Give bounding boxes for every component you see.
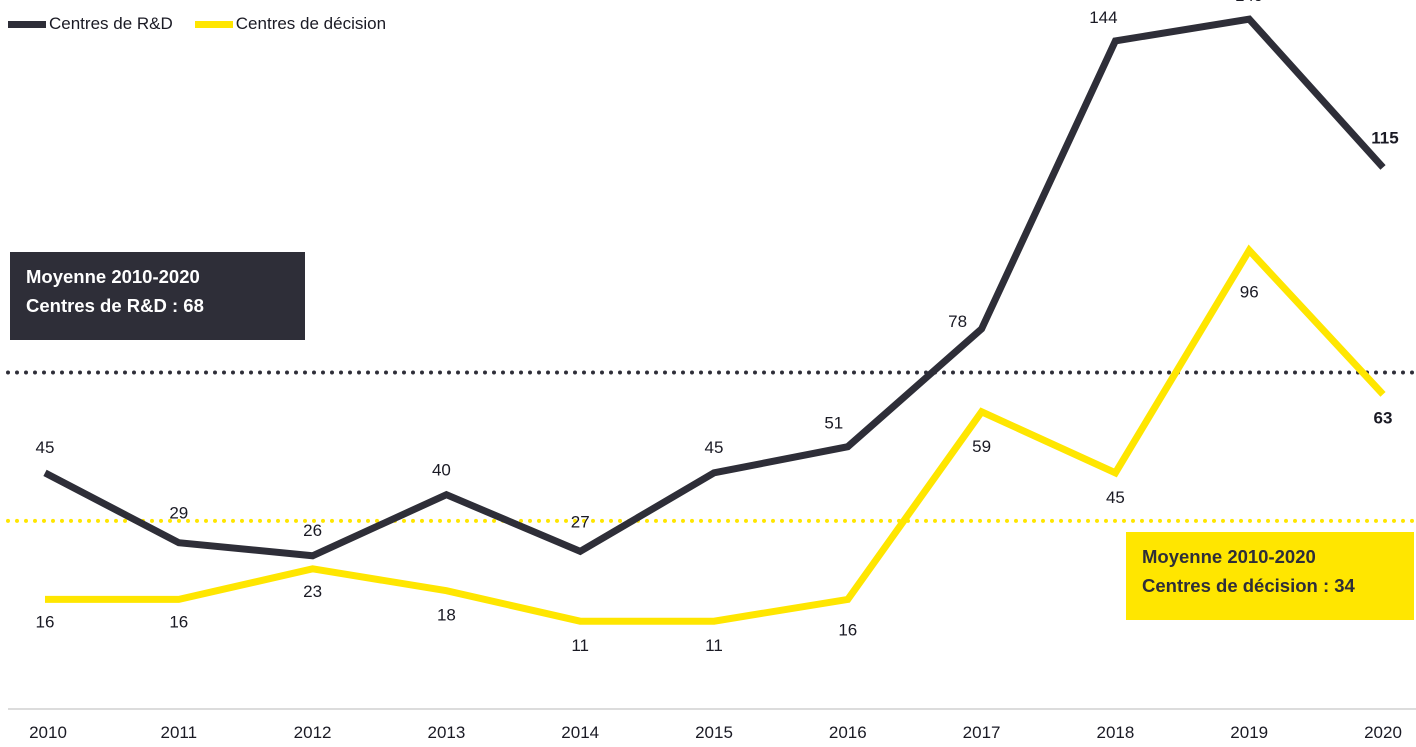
data-label-dec-2017: 59: [972, 437, 991, 456]
x-tick-2013: 2013: [427, 723, 465, 742]
average-rd-value: Centres de R&D : 68: [26, 295, 204, 316]
data-labels: 45 29 26 40 27 45 51 78 144 149 115 16 16 23 18 11 11 16 5…: [36, 0, 1399, 655]
series-line-dec: [45, 244, 1386, 625]
data-label-dec-2018: 45: [1106, 488, 1125, 507]
x-tick-2012: 2012: [294, 723, 332, 742]
series-line-rd: [43, 15, 1386, 560]
data-label-dec-2016: 16: [838, 620, 857, 639]
series-lines: [43, 15, 1386, 625]
x-tick-2016: 2016: [829, 723, 867, 742]
data-label-rd-2012: 26: [303, 521, 322, 540]
x-tick-2020: 2020: [1364, 723, 1402, 742]
legend-item-rd: Centres de R&D: [8, 14, 173, 34]
legend-label-dec: Centres de décision: [235, 14, 387, 33]
legend-swatch-rd: [8, 20, 46, 28]
data-label-rd-2014: 27: [571, 512, 590, 531]
data-label-rd-2016: 51: [824, 414, 843, 433]
data-label-dec-2012: 23: [303, 582, 322, 601]
data-label-rd-2019: 149: [1235, 0, 1263, 5]
legend-swatch-dec: [194, 20, 233, 28]
data-label-dec-2011: 16: [169, 612, 188, 631]
average-dec-box: Moyenne 2010-2020 Centres de décision : …: [1126, 532, 1414, 620]
average-dec-value: Centres de décision : 34: [1142, 575, 1355, 596]
data-label-dec-2014: 11: [571, 636, 589, 655]
data-label-dec-2010: 16: [36, 612, 55, 631]
x-tick-2010: 2010: [29, 723, 67, 742]
x-tick-2019: 2019: [1230, 723, 1268, 742]
average-lines: [6, 370, 1416, 523]
legend-label-rd: Centres de R&D: [49, 14, 173, 33]
data-label-rd-2013: 40: [432, 461, 451, 480]
data-label-rd-2010: 45: [36, 438, 55, 457]
data-label-dec-2015: 11: [705, 636, 723, 655]
average-rd-box: Moyenne 2010-2020 Centres de R&D : 68: [10, 252, 305, 340]
data-label-rd-2018: 144: [1089, 8, 1117, 27]
data-label-rd-2011: 29: [169, 504, 188, 523]
legend: Centres de R&D Centres de décision: [8, 14, 408, 34]
data-label-rd-2020: 115: [1371, 128, 1398, 147]
x-tick-2018: 2018: [1096, 723, 1134, 742]
data-label-rd-2015: 45: [705, 438, 724, 457]
average-rd-title: Moyenne 2010-2020: [26, 266, 200, 287]
x-tick-labels: 2010 2011 2012 2013 2014 2015 2016 2017 2018 2019…: [29, 723, 1402, 742]
x-tick-2011: 2011: [161, 723, 198, 742]
legend-item-dec: Centres de décision: [194, 14, 387, 34]
x-tick-2017: 2017: [963, 723, 1001, 742]
x-tick-2014: 2014: [561, 723, 599, 742]
data-label-dec-2020: 63: [1374, 408, 1393, 427]
data-label-dec-2019: 96: [1240, 282, 1259, 301]
data-label-rd-2017: 78: [948, 312, 967, 331]
average-dec-title: Moyenne 2010-2020: [1142, 546, 1316, 567]
data-label-dec-2013: 18: [437, 606, 456, 625]
x-tick-2015: 2015: [695, 723, 733, 742]
